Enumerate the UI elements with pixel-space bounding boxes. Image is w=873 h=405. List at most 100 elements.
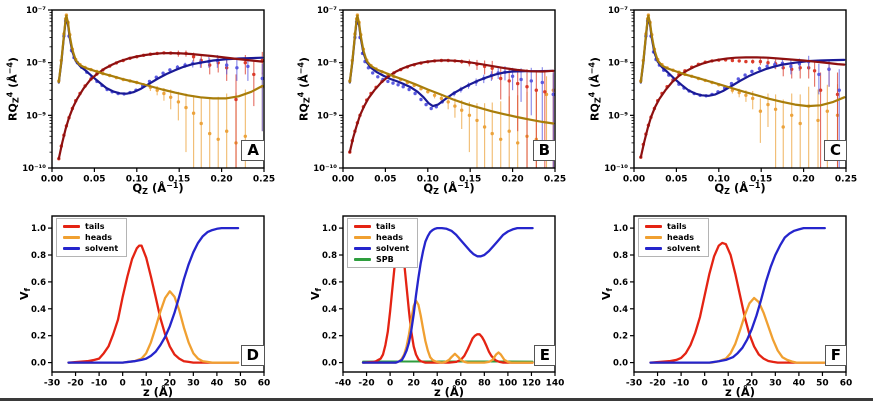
svg-text:0: 0 [702, 379, 708, 389]
svg-text:0.25: 0.25 [544, 175, 566, 185]
legend-item: heads [354, 233, 409, 242]
svg-text:30: 30 [769, 379, 782, 389]
svg-text:10⁻⁷: 10⁻⁷ [26, 6, 46, 16]
legend-label: tails [85, 222, 105, 231]
volume-fraction-plot-f: -30 -20 -10 0 10 20 30 40 50 60 0.0 0.2 0.4 0.6 0.8 1.0 [613, 215, 853, 389]
svg-text:0.10: 0.10 [126, 175, 148, 185]
legend-swatch [354, 247, 371, 250]
svg-text:0.6: 0.6 [613, 278, 628, 288]
reflectivity-plot-a: 0.00 0.05 0.10 0.15 0.20 0.25 10⁻⁷ 10⁻⁸ 10⁻⁹ 10⁻¹… [22, 6, 275, 185]
legend-item: heads [645, 233, 700, 242]
panel-letter: A [241, 140, 265, 161]
x-axis-label: QZ (Å−1) [132, 181, 184, 196]
svg-text:0.4: 0.4 [322, 305, 337, 315]
svg-text:-40: -40 [335, 379, 351, 389]
x-axis-label: QZ (Å−1) [714, 181, 766, 196]
svg-text:0.2: 0.2 [322, 332, 337, 342]
svg-text:40: 40 [211, 379, 224, 389]
legend-item: solvent [63, 244, 118, 253]
svg-text:20: 20 [407, 379, 420, 389]
legend-swatch [645, 225, 662, 228]
legend-label: tails [667, 222, 687, 231]
svg-text:-30: -30 [44, 379, 60, 389]
svg-text:0.00: 0.00 [332, 175, 354, 185]
svg-text:0.25: 0.25 [253, 175, 275, 185]
legend-item: solvent [354, 244, 409, 253]
svg-text:0.8: 0.8 [31, 251, 46, 261]
legend-item: tails [63, 222, 118, 231]
svg-text:0.15: 0.15 [459, 175, 481, 185]
legend-label: SPB [376, 255, 394, 264]
x-axis-label: z (Å) [142, 385, 174, 399]
svg-text:0.05: 0.05 [83, 175, 105, 185]
svg-text:0.6: 0.6 [31, 278, 46, 288]
svg-text:1.0: 1.0 [613, 224, 628, 234]
svg-text:0.05: 0.05 [374, 175, 396, 185]
panel-letter: C [823, 140, 847, 161]
svg-text:0.2: 0.2 [613, 332, 628, 342]
svg-text:1.0: 1.0 [31, 224, 46, 234]
svg-text:0.10: 0.10 [708, 175, 730, 185]
legend-swatch [354, 258, 371, 261]
legend-swatch [645, 247, 662, 250]
svg-text:0.4: 0.4 [31, 305, 46, 315]
panel-c-reflectivity: 0.00 0.05 0.10 0.15 0.20 0.25 10⁻⁷ 10⁻⁸ 10⁻⁹ 10⁻¹… [582, 0, 873, 200]
reflectivity-plot-b: 0.00 0.05 0.10 0.15 0.20 0.25 10⁻⁷ 10⁻⁸ 10⁻⁹ 10⁻¹… [313, 6, 566, 185]
legend-swatch [63, 247, 80, 250]
legend-label: solvent [376, 244, 410, 253]
legend-label: solvent [667, 244, 701, 253]
legend-swatch [354, 225, 371, 228]
svg-text:0.05: 0.05 [665, 175, 687, 185]
svg-text:10⁻⁹: 10⁻⁹ [608, 111, 628, 121]
svg-text:0.15: 0.15 [750, 175, 772, 185]
legend-item: tails [645, 222, 700, 231]
svg-text:10: 10 [140, 379, 153, 389]
panel-e-volume-fraction: -40 -20 0 20 40 60 80 100 120 140 0.0 0.2 0.4 0.6 0.8 1… [291, 200, 582, 405]
svg-text:60: 60 [840, 379, 853, 389]
panel-letter: F [824, 345, 847, 366]
legend-label: heads [376, 233, 404, 242]
svg-text:0.2: 0.2 [31, 332, 46, 342]
svg-text:10: 10 [722, 379, 735, 389]
panel-f-volume-fraction: -30 -20 -10 0 10 20 30 40 50 60 0.0 0.2 0.4 0.6 0.8 1.0… [582, 200, 873, 405]
svg-text:140: 140 [546, 379, 565, 389]
legend-item: SPB [354, 255, 409, 264]
reflectivity-plot-c: 0.00 0.05 0.10 0.15 0.20 0.25 10⁻⁷ 10⁻⁸ 10⁻⁹ 10⁻¹… [604, 6, 857, 185]
y-axis-label: RQZ4 (Å−4) [587, 57, 603, 121]
svg-text:80: 80 [478, 379, 491, 389]
svg-text:60: 60 [455, 379, 468, 389]
svg-text:0.25: 0.25 [835, 175, 857, 185]
panel-b-reflectivity: 0.00 0.05 0.10 0.15 0.20 0.25 10⁻⁷ 10⁻⁸ 10⁻⁹ 10⁻¹… [291, 0, 582, 200]
legend: tails heads solvent SPB [347, 218, 419, 268]
panel-d-volume-fraction: -30 -20 -10 0 10 20 30 40 50 60 0.0 0.2 0.4 0.6 0.8 1.0… [0, 200, 291, 405]
x-axis-label: z (Å) [433, 385, 465, 399]
svg-text:0.20: 0.20 [210, 175, 232, 185]
volume-fraction-plot-e: -40 -20 0 20 40 60 80 100 120 140 0.0 0.2 0.4 0.6 0.8 1… [322, 215, 565, 389]
svg-text:0.00: 0.00 [41, 175, 63, 185]
svg-text:50: 50 [816, 379, 829, 389]
svg-text:10⁻⁹: 10⁻⁹ [317, 111, 337, 121]
svg-text:0.0: 0.0 [322, 359, 337, 369]
svg-text:10⁻⁷: 10⁻⁷ [608, 6, 628, 16]
svg-text:50: 50 [234, 379, 247, 389]
legend-label: heads [85, 233, 113, 242]
svg-text:100: 100 [498, 379, 517, 389]
svg-text:20: 20 [746, 379, 759, 389]
svg-text:-10: -10 [673, 379, 689, 389]
svg-text:120: 120 [522, 379, 541, 389]
legend-item: solvent [645, 244, 700, 253]
svg-text:20: 20 [164, 379, 177, 389]
legend-swatch [63, 236, 80, 239]
panel-letter: E [533, 345, 556, 366]
svg-text:10⁻¹⁰: 10⁻¹⁰ [313, 164, 337, 174]
svg-text:-20: -20 [67, 379, 83, 389]
svg-text:40: 40 [431, 379, 444, 389]
window-bottom-border [0, 398, 873, 401]
y-axis-label: RQZ4 (Å−4) [5, 57, 21, 121]
panel-a-reflectivity: 0.00 0.05 0.10 0.15 0.20 0.25 10⁻⁷ 10⁻⁸ 10⁻⁹ 10⁻¹… [0, 0, 291, 200]
panel-letter: B [532, 140, 556, 161]
y-axis-label: RQZ4 (Å−4) [296, 57, 312, 121]
legend-item: tails [354, 222, 409, 231]
svg-text:60: 60 [258, 379, 271, 389]
svg-text:10⁻⁸: 10⁻⁸ [317, 59, 337, 69]
